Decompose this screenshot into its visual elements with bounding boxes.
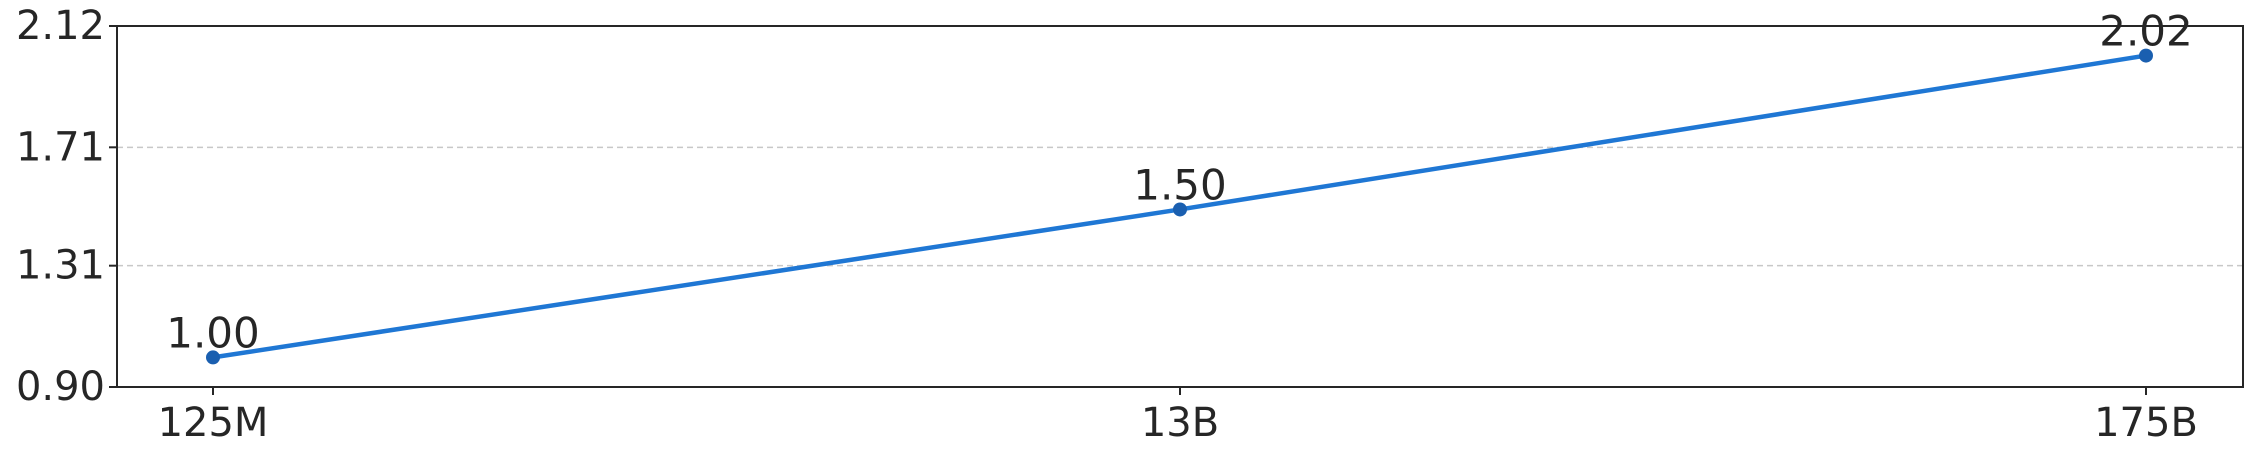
y-tick-label: 2.12 — [16, 3, 105, 49]
x-tick-label: 125M — [158, 400, 269, 446]
series-group — [206, 48, 2153, 365]
data-label: 1.00 — [166, 308, 260, 357]
y-axis: 0.90 1.31 1.71 2.12 — [16, 3, 117, 410]
data-point — [2139, 48, 2153, 63]
data-labels: 1.00 1.50 2.02 — [166, 7, 2193, 358]
gridlines — [117, 146, 2243, 267]
data-label: 1.50 — [1133, 160, 1227, 209]
y-tick-label: 0.90 — [16, 364, 105, 410]
data-point — [206, 350, 220, 365]
data-point — [1173, 202, 1187, 217]
x-axis: 125M 13B 175B — [158, 387, 2198, 446]
data-label: 2.02 — [2099, 7, 2193, 56]
y-tick-label: 1.31 — [16, 243, 105, 289]
x-tick-label: 13B — [1141, 400, 1219, 446]
y-tick-label: 1.71 — [16, 124, 105, 170]
x-tick-label: 175B — [2094, 400, 2198, 446]
